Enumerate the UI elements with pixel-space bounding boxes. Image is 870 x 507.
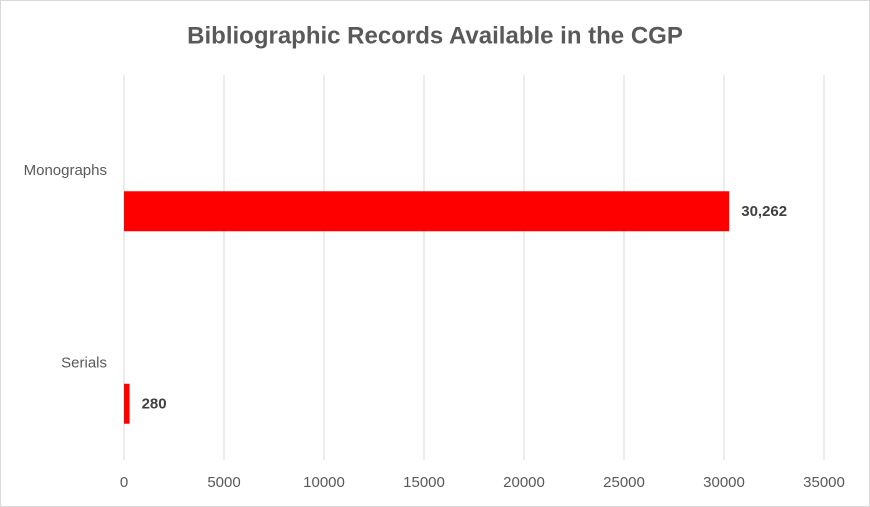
- x-tick-label: 15000: [403, 474, 445, 491]
- x-tick-label: 25000: [603, 474, 645, 491]
- value-label: 280: [142, 396, 167, 413]
- bar: [124, 383, 130, 424]
- y-tick-label: Monographs: [24, 162, 107, 179]
- value-label: 30,262: [741, 203, 787, 220]
- x-tick-label: 30000: [703, 474, 745, 491]
- x-tick-label: 20000: [503, 474, 545, 491]
- x-tick-label: 35000: [803, 474, 845, 491]
- x-tick-label: 5000: [207, 474, 240, 491]
- y-tick-label: Serials: [61, 355, 107, 372]
- bar: [124, 191, 730, 232]
- x-tick-label: 10000: [303, 474, 345, 491]
- chart-title: Bibliographic Records Available in the C…: [187, 22, 683, 49]
- x-tick-label: 0: [120, 474, 128, 491]
